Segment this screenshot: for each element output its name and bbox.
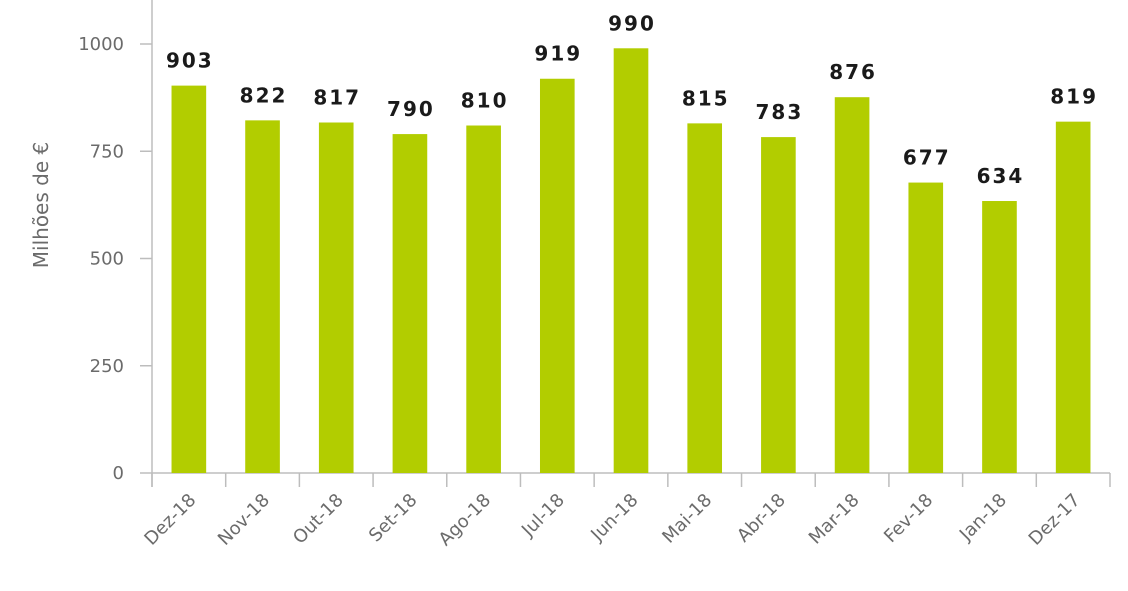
- bar: [539, 78, 575, 474]
- data-label: 919: [534, 42, 582, 66]
- data-label: 817: [313, 86, 361, 110]
- data-label: 677: [903, 146, 951, 170]
- bar: [908, 182, 944, 473]
- y-axis: 0 250 500 750 1000: [78, 0, 153, 487]
- y-tick-label: 0: [113, 463, 124, 484]
- data-label: 819: [1050, 85, 1098, 109]
- x-tick-label: Jul-18: [517, 490, 569, 542]
- y-tick-label: 750: [90, 141, 124, 162]
- bar: [171, 85, 207, 473]
- data-label: 783: [756, 100, 804, 124]
- bars: [171, 48, 1091, 474]
- data-label: 815: [682, 86, 730, 110]
- x-tick-label: Jun-18: [586, 490, 642, 546]
- bar: [466, 125, 501, 473]
- x-tick-label: Abr-18: [733, 490, 790, 547]
- bar: [245, 120, 280, 473]
- bar: [761, 137, 796, 473]
- y-axis-title: Milhões de €: [29, 142, 53, 268]
- x-tick-label: Dez-17: [1025, 490, 1085, 550]
- x-tick-label: Jan-18: [955, 490, 1011, 546]
- x-tick-label: Fev-18: [880, 490, 937, 547]
- x-tick-label: Mar-18: [805, 490, 864, 549]
- x-tick-label: Dez-18: [140, 490, 200, 550]
- x-tick-label: Mai-18: [658, 490, 716, 548]
- bar: [318, 122, 354, 473]
- data-label: 876: [829, 60, 877, 84]
- data-label: 822: [240, 83, 288, 107]
- x-tick-label: Ago-18: [435, 490, 495, 550]
- bar: [982, 201, 1017, 473]
- data-label: 903: [166, 49, 214, 73]
- bar: [687, 123, 723, 474]
- bar: [613, 48, 649, 473]
- data-label: 634: [977, 164, 1025, 188]
- bar: [392, 134, 428, 473]
- bar: [834, 97, 870, 474]
- y-tick-label: 1000: [78, 34, 124, 55]
- x-axis: Dez-18 Nov-18 Out-18 Set-18 Ago-18 Jul-18 Jun-…: [140, 472, 1111, 550]
- y-tick-label: 500: [90, 249, 124, 270]
- x-tick-label: Out-18: [289, 490, 348, 549]
- y-tick-label: 250: [90, 356, 124, 377]
- data-labels: 903 822 817 790 810 919 990 815 783 876 677 634 819: [166, 11, 1098, 188]
- bar: [1055, 121, 1091, 474]
- data-label: 810: [461, 89, 509, 113]
- data-label: 990: [608, 11, 656, 35]
- data-label: 790: [387, 97, 435, 121]
- x-tick-label: Nov-18: [214, 490, 274, 550]
- x-tick-label: Set-18: [365, 490, 422, 547]
